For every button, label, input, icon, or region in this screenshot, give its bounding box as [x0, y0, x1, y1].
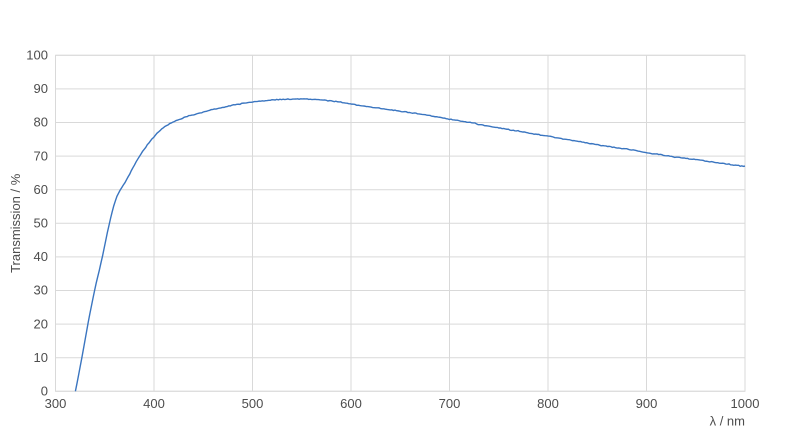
svg-text:λ / nm: λ / nm — [710, 414, 745, 429]
svg-text:50: 50 — [34, 216, 48, 231]
svg-text:300: 300 — [45, 396, 67, 411]
svg-text:70: 70 — [34, 148, 48, 163]
svg-text:30: 30 — [34, 283, 48, 298]
svg-text:500: 500 — [242, 396, 264, 411]
svg-text:100: 100 — [26, 48, 48, 63]
svg-text:10: 10 — [34, 350, 48, 365]
svg-text:400: 400 — [143, 396, 165, 411]
svg-text:600: 600 — [340, 396, 362, 411]
svg-text:900: 900 — [636, 396, 658, 411]
svg-text:800: 800 — [537, 396, 559, 411]
svg-text:90: 90 — [34, 81, 48, 96]
svg-text:80: 80 — [34, 115, 48, 130]
svg-text:20: 20 — [34, 316, 48, 331]
svg-text:1000: 1000 — [731, 396, 760, 411]
svg-text:40: 40 — [34, 249, 48, 264]
svg-text:700: 700 — [439, 396, 461, 411]
svg-text:60: 60 — [34, 182, 48, 197]
svg-text:Transmission / %: Transmission / % — [8, 173, 23, 273]
